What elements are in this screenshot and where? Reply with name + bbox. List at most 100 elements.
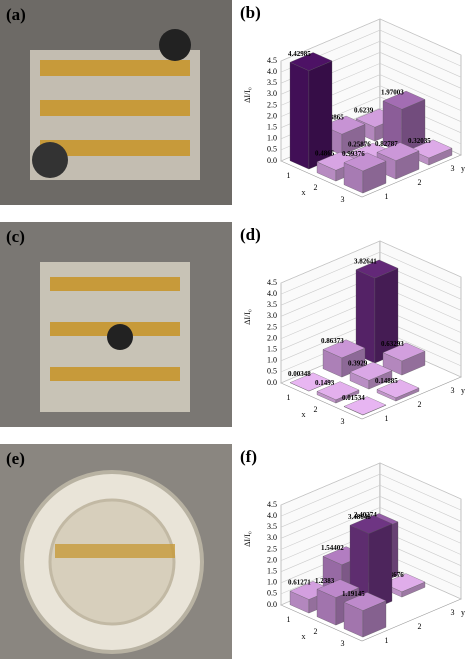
- grid-line: [280, 507, 462, 550]
- bar-top: [289, 372, 333, 392]
- z-tick-label: 3.0: [267, 89, 277, 98]
- panel-label: (b): [240, 3, 261, 22]
- y-axis-title: y: [461, 608, 465, 617]
- bar-top: [409, 139, 453, 159]
- bar-top: [382, 573, 426, 592]
- value-label: 0.01534: [342, 394, 365, 402]
- z-tick-label: 1.0: [267, 356, 277, 365]
- value-label: 0.32035: [408, 137, 431, 145]
- z-tick-label: 2.5: [267, 544, 277, 553]
- grid-line: [280, 495, 462, 539]
- z-tick-label: 0.5: [267, 145, 277, 154]
- panel-label: (c): [6, 227, 25, 246]
- panel-label: (f): [240, 447, 257, 466]
- bar-top: [382, 342, 426, 362]
- photo-strip: [40, 100, 190, 116]
- value-label: 3.82641: [354, 257, 377, 265]
- grid-line: [280, 484, 462, 528]
- value-label: 0.63293: [381, 340, 404, 348]
- panel-label: (a): [6, 5, 26, 24]
- grid-line: [280, 251, 462, 295]
- x-tick-label: 3: [341, 417, 345, 426]
- z-tick-label: 4.5: [267, 278, 277, 287]
- value-label: 1.97003: [381, 89, 404, 97]
- z-tick-label: 0.0: [267, 378, 277, 387]
- y-tick-label: 1: [385, 414, 389, 423]
- chart: (d) ΔI/I₀ 0.0 0.5 1.0 1.5 2.0 2.5 3.0 3.5 4.0 4.5 1 2…: [240, 225, 465, 426]
- z-tick-label: 1.5: [267, 344, 277, 353]
- z-axis-title: ΔI/I₀: [243, 531, 252, 547]
- bar-top: [376, 142, 420, 161]
- photo-strip: [55, 544, 175, 558]
- bar-top: [343, 396, 387, 415]
- photo-weight: [32, 142, 68, 178]
- z-tick-label: 4.0: [267, 289, 277, 298]
- z-tick-label: 2.0: [267, 111, 277, 120]
- y-tick-label: 2: [418, 178, 422, 187]
- grid-line: [280, 18, 462, 62]
- chart: (f) ΔI/I₀ 0.0 0.5 1.0 1.5 2.0 2.5 3.0 3.5 4.0 4.5 1 2…: [240, 447, 465, 648]
- z-tick-label: 3.0: [267, 533, 277, 542]
- z-axis-title: ΔI/I₀: [243, 87, 252, 103]
- value-label: 0.14885: [375, 377, 398, 385]
- y-tick-label: 3: [451, 164, 455, 173]
- grid-line: [280, 473, 462, 517]
- value-label: 0.25876: [348, 141, 371, 149]
- panel-label: (e): [6, 449, 25, 468]
- photo-dish: [48, 498, 176, 626]
- panel-label: (d): [240, 225, 261, 244]
- z-tick-label: 0.5: [267, 589, 277, 598]
- photo-panel: (c): [0, 222, 232, 427]
- y-tick-label: 2: [418, 622, 422, 631]
- z-tick-label: 1.5: [267, 122, 277, 131]
- x-tick-label: 1: [287, 393, 291, 402]
- z-tick-label: 3.5: [267, 78, 277, 87]
- bar-top: [343, 592, 387, 611]
- y-axis-title: y: [461, 164, 465, 173]
- x-tick-label: 3: [341, 639, 345, 648]
- photo-panel: (a): [0, 0, 232, 205]
- photo-strip: [50, 277, 180, 291]
- z-tick-label: 1.0: [267, 134, 277, 143]
- z-tick-label: 4.5: [267, 500, 277, 509]
- bar-top: [316, 579, 360, 598]
- z-tick-label: 2.5: [267, 100, 277, 109]
- value-label: 0.61271: [288, 579, 311, 587]
- z-tick-label: 2.0: [267, 333, 277, 342]
- z-tick-label: 3.0: [267, 311, 277, 320]
- z-tick-label: 3.5: [267, 300, 277, 309]
- value-label: 0.86373: [321, 337, 344, 345]
- z-axis-title: ΔI/I₀: [243, 309, 252, 325]
- y-tick-label: 3: [451, 386, 455, 395]
- x-axis-title: x: [302, 632, 306, 641]
- value-label: 2.40274: [354, 511, 377, 519]
- y-tick-label: 2: [418, 400, 422, 409]
- value-label: 0.99376: [342, 150, 365, 158]
- z-tick-label: 1.5: [267, 566, 277, 575]
- y-tick-label: 1: [385, 192, 389, 201]
- y-tick-label: 1: [385, 636, 389, 645]
- grid-line: [280, 462, 462, 506]
- x-axis-title: x: [302, 410, 306, 419]
- value-label: 0.1493: [315, 379, 335, 387]
- bar-top: [322, 115, 366, 135]
- z-tick-label: 3.5: [267, 522, 277, 531]
- bar-top: [376, 379, 420, 398]
- bar-top: [289, 52, 333, 71]
- photo-panel: (e): [0, 444, 232, 659]
- value-label: 0.82787: [375, 140, 398, 148]
- z-tick-label: 0.5: [267, 367, 277, 376]
- value-label: 0.4865: [315, 149, 335, 157]
- photo-strip: [40, 140, 190, 156]
- photo-weight: [159, 29, 191, 61]
- bar-top: [343, 152, 387, 172]
- value-label: 3.48648: [348, 513, 371, 521]
- x-tick-label: 2: [314, 405, 318, 414]
- value-label: 0.00348: [288, 370, 311, 378]
- bar-top: [355, 259, 399, 279]
- bar-front: [289, 62, 310, 170]
- grid-line: [280, 240, 462, 284]
- value-label: 4.42985: [288, 50, 311, 58]
